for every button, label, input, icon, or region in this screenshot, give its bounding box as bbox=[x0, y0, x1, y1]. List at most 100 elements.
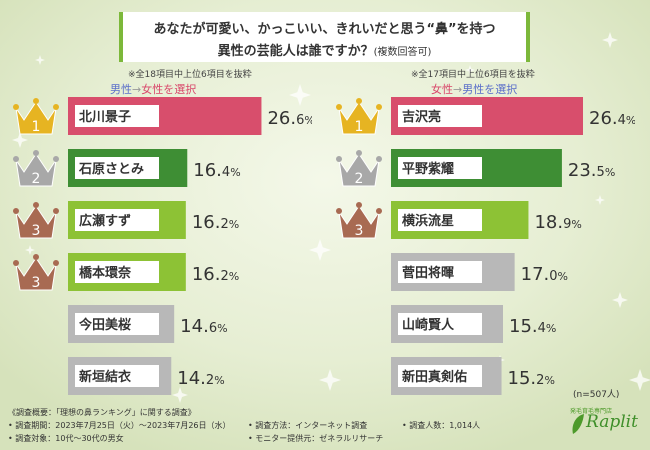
category-label: 吉沢亮 bbox=[402, 109, 441, 125]
crown-icon-rank-3: 3 bbox=[13, 254, 59, 291]
brand-tagline: 発毛育毛専門店 bbox=[570, 408, 613, 415]
crown-icon-rank-3: 3 bbox=[13, 202, 59, 239]
rank-number: 1 bbox=[355, 119, 364, 135]
sparkle-icon bbox=[465, 65, 475, 75]
value-label: 14.2% bbox=[177, 368, 224, 389]
rank-number: 3 bbox=[32, 275, 41, 291]
ranking-row: 2 石原さとみ 16.4% bbox=[13, 149, 241, 187]
footer-count: • 調査人数：1,014人 bbox=[402, 421, 481, 430]
subhead-left-from: 男性 bbox=[110, 83, 132, 96]
footer-period: • 調査期間：2023年7月25日（火）〜2023年7月26日（水） bbox=[8, 421, 231, 430]
sparkle-icon bbox=[629, 369, 650, 391]
sparkle-icon bbox=[595, 195, 605, 205]
category-label: 横浜流星 bbox=[402, 213, 454, 229]
name-label-box bbox=[75, 209, 159, 231]
sparkle-icon bbox=[35, 55, 45, 65]
subhead-left: 男性→女性を選択 bbox=[110, 81, 196, 97]
subhead-right: 女性→男性を選択 bbox=[431, 81, 517, 97]
value-label: 18.9% bbox=[534, 212, 581, 233]
category-label: 北川景子 bbox=[79, 110, 131, 125]
rank-number: 3 bbox=[355, 223, 364, 239]
note-right: ※全17項目中上位6項目を抜粋 bbox=[411, 70, 535, 80]
category-label: 山崎賢人 bbox=[402, 317, 455, 333]
name-label-box bbox=[398, 365, 482, 387]
sparkle-icon bbox=[172, 387, 188, 403]
subhead-left-arrow: → bbox=[132, 83, 142, 96]
brand-leaf-icon bbox=[572, 414, 584, 434]
sparkle-icon bbox=[319, 369, 341, 391]
name-label-box bbox=[75, 313, 159, 335]
ranking-row: 山崎賢人 15.4% bbox=[391, 305, 556, 343]
ranking-row: 3 横浜流星 18.9% bbox=[336, 201, 582, 239]
ranking-row: 1 北川景子 26.6% bbox=[13, 97, 312, 135]
footer-monitor: • モニター提供元：ゼネラルリサーチ bbox=[248, 434, 384, 443]
name-label-box bbox=[75, 261, 159, 283]
ranking-chart-right: 1 吉沢亮 26.4% 2 平野紫耀 23.5% 3 横浜流星 18.9% 菅田将暉 17.0% 山崎… bbox=[336, 97, 635, 395]
category-label: 石原さとみ bbox=[78, 162, 144, 177]
ranking-row: 菅田将暉 17.0% bbox=[391, 253, 568, 291]
crown-icon-rank-1: 1 bbox=[336, 98, 382, 135]
footer-overview: 《調査概要：「理想の鼻ランキング」に関する調査》 bbox=[8, 408, 196, 417]
name-label-box bbox=[398, 313, 482, 335]
rank-number: 1 bbox=[32, 119, 41, 135]
rank-number: 2 bbox=[355, 171, 364, 187]
ranking-chart-left: 1 北川景子 26.6% 2 石原さとみ 16.4% 3 広瀬すず 16.2% 3 橋本環奈 16.2… bbox=[13, 97, 312, 395]
value-label: 23.5% bbox=[568, 160, 615, 181]
sample-size: (n=507人) bbox=[573, 390, 620, 400]
name-label-box bbox=[398, 105, 482, 127]
value-label: 15.2% bbox=[508, 368, 555, 389]
name-label-box bbox=[75, 157, 159, 179]
value-label: 16.2% bbox=[192, 264, 239, 285]
rank-number: 3 bbox=[32, 223, 41, 239]
subhead-right-arrow: → bbox=[453, 83, 463, 96]
crown-icon-rank-3: 3 bbox=[336, 202, 382, 239]
name-label-box bbox=[75, 105, 159, 127]
ranking-row: 新田真剣佑 15.2% bbox=[391, 357, 555, 395]
value-label: 14.6% bbox=[180, 316, 227, 337]
survey-question: あなたが可愛い、かっこいい、きれいだと思う“鼻”を持つ 異性の芸能人は誰ですか？… bbox=[119, 12, 530, 62]
subhead-right-to: 男性を選択 bbox=[462, 83, 518, 96]
value-label: 16.2% bbox=[192, 212, 239, 233]
sparkle-icon bbox=[612, 292, 628, 308]
ranking-row: 3 広瀬すず 16.2% bbox=[13, 201, 239, 239]
note-left: ※全18項目中上位6項目を抜粋 bbox=[128, 70, 252, 80]
category-label: 新垣結衣 bbox=[79, 369, 131, 385]
sparkle-icon bbox=[289, 84, 311, 106]
rank-number: 2 bbox=[32, 171, 41, 187]
category-label: 菅田将暉 bbox=[402, 265, 454, 281]
sparkle-icon bbox=[602, 32, 618, 48]
brand-logo: Raplit bbox=[586, 412, 638, 432]
value-label: 17.0% bbox=[521, 264, 568, 285]
name-label-box bbox=[398, 157, 482, 179]
name-label-box bbox=[398, 209, 482, 231]
value-label: 16.4% bbox=[193, 160, 240, 181]
category-label: 今田美桜 bbox=[78, 317, 131, 333]
category-label: 広瀬すず bbox=[79, 213, 131, 229]
ranking-row: 3 橋本環奈 16.2% bbox=[13, 253, 239, 291]
question-line-2: 異性の芸能人は誰ですか？(複数回答可) bbox=[123, 40, 526, 59]
value-label: 26.6% bbox=[267, 108, 312, 129]
value-label: 26.4% bbox=[589, 108, 635, 129]
question-line-2-text: 異性の芸能人は誰ですか？ bbox=[217, 44, 374, 59]
question-line-1: あなたが可愛い、かっこいい、きれいだと思う“鼻”を持つ bbox=[153, 22, 496, 37]
crown-icon-rank-2: 2 bbox=[13, 150, 59, 187]
sparkle-icon bbox=[309, 239, 331, 261]
subhead-right-from: 女性 bbox=[431, 83, 453, 96]
crown-icon-rank-1: 1 bbox=[13, 98, 59, 135]
crown-icon-rank-2: 2 bbox=[336, 150, 382, 187]
name-label-box bbox=[75, 365, 159, 387]
category-label: 新田真剣佑 bbox=[402, 369, 467, 385]
ranking-row: 2 平野紫耀 23.5% bbox=[336, 149, 615, 187]
subhead-left-to: 女性を選択 bbox=[141, 83, 197, 96]
category-label: 平野紫耀 bbox=[402, 161, 454, 177]
footer-target: • 調査対象：10代〜30代の男女 bbox=[8, 434, 124, 443]
ranking-row: 新垣結衣 14.2% bbox=[68, 357, 225, 395]
value-label: 15.4% bbox=[509, 316, 556, 337]
category-label: 橋本環奈 bbox=[79, 265, 132, 281]
footer-method: • 調査方法：インターネット調査 bbox=[248, 421, 368, 430]
sparkle-icon bbox=[25, 245, 35, 255]
question-suffix: (複数回答可) bbox=[373, 47, 432, 58]
sparkle-icon bbox=[12, 132, 28, 148]
name-label-box bbox=[398, 261, 482, 283]
ranking-row: 今田美桜 14.6% bbox=[68, 305, 228, 343]
